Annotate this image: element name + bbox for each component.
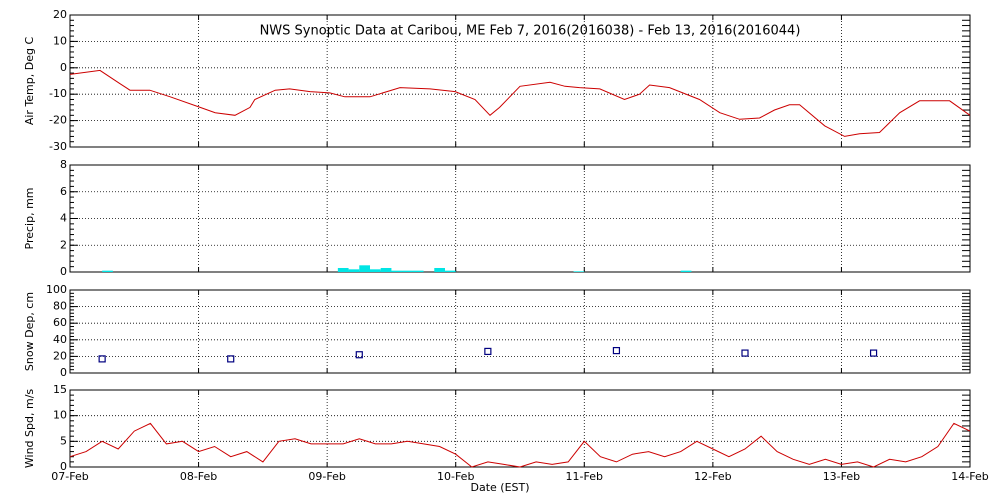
data-line [69, 69, 971, 137]
y-tick-label: 4 [60, 212, 67, 225]
point [869, 349, 878, 357]
point [612, 346, 621, 355]
y-tick-label: 0 [60, 61, 67, 74]
y-axis-label: Snow Dep, cm [23, 292, 36, 371]
point [741, 349, 749, 357]
y-tick-label: 80 [53, 300, 67, 313]
y-tick-label: 15 [53, 383, 67, 396]
bar [337, 267, 349, 272]
y-tick-label: 10 [53, 409, 67, 422]
bar [412, 270, 424, 272]
x-tick-label: 12-Feb [694, 470, 731, 483]
y-axis-label: Precip, mm [23, 188, 36, 250]
y-tick-label: 100 [46, 283, 67, 296]
y-tick-label: 5 [60, 434, 67, 447]
data-line [69, 422, 971, 468]
x-tick-label: 11-Feb [566, 470, 603, 483]
bar [370, 269, 381, 272]
y-tick-label: 60 [53, 316, 67, 329]
y-tick-label: -10 [49, 87, 67, 100]
y-tick-label: 20 [53, 8, 67, 21]
y-tick-label: 10 [53, 34, 67, 47]
x-tick-label: 09-Feb [308, 470, 345, 483]
x-tick-label: 10-Feb [437, 470, 474, 483]
bar [102, 270, 113, 272]
x-tick-label: 14-Feb [951, 470, 988, 483]
bar [380, 267, 392, 272]
bar [680, 270, 692, 272]
y-tick-label: 0 [60, 366, 67, 379]
bar [359, 265, 370, 272]
y-axis-label: Air Temp, Deg C [23, 37, 36, 126]
point [227, 355, 235, 363]
bar [348, 269, 360, 272]
point [355, 351, 363, 359]
plot-frame [69, 389, 971, 468]
y-tick-label: 0 [60, 460, 67, 473]
y-axis-label: Wind Spd, m/s [23, 389, 36, 469]
point [484, 347, 492, 356]
plot-frame [69, 289, 971, 374]
bar [573, 271, 585, 272]
plot-frame [69, 164, 971, 273]
x-axis-label: Date (EST) [470, 481, 529, 494]
y-tick-label: 0 [60, 265, 67, 278]
chart-title: NWS Synoptic Data at Caribou, ME Feb 7, … [260, 24, 801, 39]
y-tick-label: 20 [53, 349, 67, 362]
y-tick-label: 2 [60, 238, 67, 251]
bar [434, 267, 445, 272]
y-tick-label: -20 [49, 114, 67, 127]
x-tick-label: 07-Feb [51, 470, 88, 483]
y-tick-label: 6 [60, 185, 67, 198]
point [98, 355, 106, 363]
y-tick-label: 40 [53, 333, 67, 346]
y-tick-label: -30 [49, 140, 67, 153]
bar [402, 270, 413, 272]
y-tick-label: 8 [60, 158, 67, 171]
x-tick-label: 08-Feb [180, 470, 217, 483]
x-tick-label: 13-Feb [823, 470, 860, 483]
bar [445, 270, 456, 272]
bar [391, 270, 403, 272]
plot-frame [69, 14, 971, 148]
